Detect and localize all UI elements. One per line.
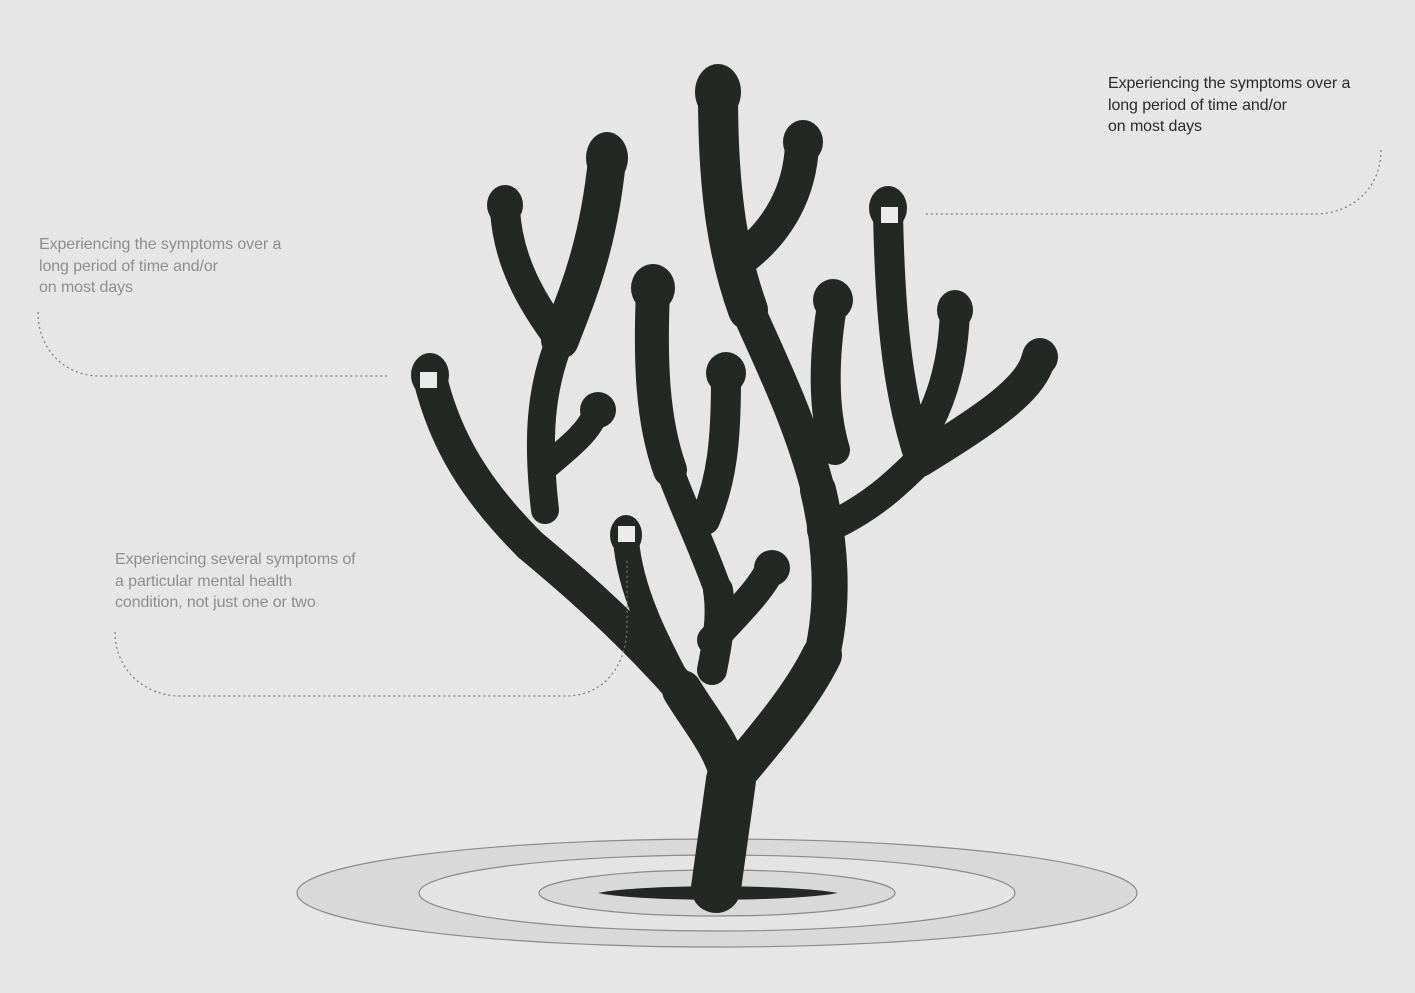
square-marker-icon — [618, 526, 635, 542]
annotation-line: long period of time and/or — [39, 257, 218, 275]
annotation-line: on most days — [39, 279, 133, 296]
annotation-line: on most days — [1108, 118, 1202, 135]
annotation-left-lower: Experiencing several symptoms of a parti… — [115, 549, 356, 614]
leader-line-left-lower — [114, 560, 628, 697]
branching-tree-icon — [413, 75, 1055, 913]
square-marker-icon — [420, 372, 437, 388]
leader-line-left-upper — [37, 311, 387, 377]
annotation-line: condition, not just one or two — [115, 594, 316, 611]
annotation-line: long period of time and/or — [1108, 96, 1287, 114]
leader-lines — [37, 149, 1382, 697]
leader-line-top-right — [925, 149, 1382, 215]
annotation-line: Experiencing the symptoms over a — [1108, 75, 1351, 92]
square-marker-icon — [881, 207, 898, 223]
annotation-top-right: Experiencing the symptoms over a long pe… — [1108, 73, 1350, 138]
annotation-line: Experiencing several symptoms of — [115, 551, 356, 568]
annotation-left-upper: Experiencing the symptoms over a long pe… — [39, 234, 281, 299]
markers — [420, 207, 898, 542]
branch-tips — [411, 64, 1058, 900]
annotation-line: a particular mental health — [115, 572, 293, 590]
annotation-line: Experiencing the symptoms over a — [39, 236, 282, 253]
